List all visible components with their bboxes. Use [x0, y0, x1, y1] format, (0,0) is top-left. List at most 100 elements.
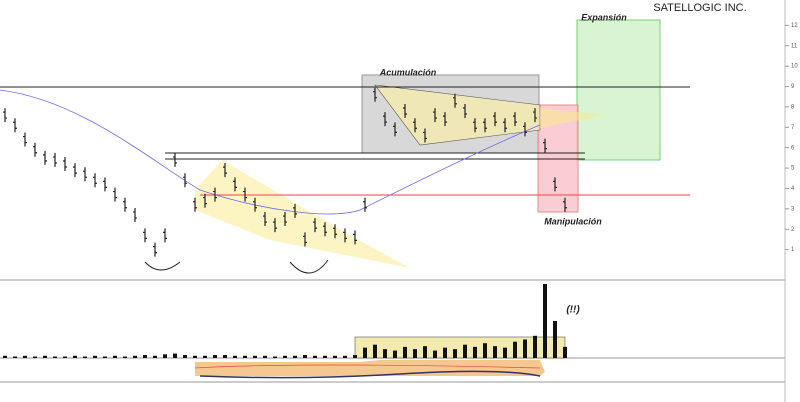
price-bar [93, 173, 97, 188]
price-bar [253, 197, 257, 212]
volume-bar [13, 356, 17, 358]
volume-bar [273, 356, 277, 358]
price-bar [133, 207, 137, 222]
price-bar [203, 193, 207, 208]
moving-average [0, 89, 541, 215]
price-bar [343, 228, 347, 243]
volume-bar [353, 355, 357, 358]
volume-bar [43, 355, 47, 358]
price-bar [333, 224, 337, 239]
price-bar [33, 142, 37, 157]
volume-bar [243, 355, 247, 358]
volume-bar [293, 355, 297, 358]
price-bar [163, 228, 167, 243]
indicator-line [194, 364, 541, 369]
volume-bar [403, 346, 407, 358]
volume-bar [233, 355, 237, 358]
annotation: (!!) [566, 305, 580, 316]
volume-bar [173, 353, 177, 358]
price-bar [303, 232, 307, 247]
expansion-zone [576, 19, 661, 161]
price-bar [213, 187, 217, 202]
price-bar [563, 197, 567, 212]
volume-bar [533, 335, 537, 358]
annotation: Expansión [581, 12, 627, 22]
price-bar [143, 228, 147, 243]
volume-bar [143, 355, 147, 358]
volume-bar [193, 355, 197, 358]
price-bar [493, 112, 497, 127]
price-bar [53, 152, 57, 167]
price-bar [63, 157, 67, 171]
volume-bar [543, 284, 547, 358]
price-bar [453, 93, 457, 108]
volume-bar [513, 341, 517, 358]
volume-bar [223, 355, 227, 358]
volume-bar [63, 356, 67, 358]
volume-bar [363, 347, 367, 358]
price-bar [503, 118, 507, 133]
volume-bar [203, 355, 207, 358]
price-bar [283, 212, 287, 227]
y-tick-label: 1 [791, 247, 795, 253]
price-bar [243, 187, 247, 202]
triangle-pattern [374, 84, 541, 146]
volume-bar [53, 356, 57, 358]
price-bar [553, 177, 557, 192]
volume-bar [433, 350, 437, 358]
volume-bar [463, 344, 467, 358]
volume-bar [303, 355, 307, 358]
volume-bar [283, 355, 287, 358]
price-bar [513, 112, 517, 127]
price-bar [353, 230, 357, 245]
price-bar [323, 222, 327, 237]
y-tick-label: 11 [791, 43, 798, 49]
price-bar [373, 87, 377, 102]
volume-bar [383, 349, 387, 358]
price-bar [313, 218, 317, 233]
price-bar [473, 118, 477, 133]
volume-bar [73, 355, 77, 358]
volume-bar [93, 355, 97, 358]
indicator-area [195, 360, 545, 376]
volume-bar [413, 349, 417, 358]
price-bar [393, 122, 397, 137]
volume-bar [133, 355, 137, 358]
price-bar [463, 104, 467, 118]
volume-bar [473, 346, 477, 358]
price-bar [103, 177, 107, 192]
volume-bar [443, 347, 447, 358]
volume-bar [563, 346, 567, 358]
price-bar [543, 138, 547, 153]
price-bar [153, 242, 157, 257]
volume-bar [553, 321, 557, 358]
price-bar [13, 118, 17, 133]
volume-bar [213, 355, 217, 358]
price-bar [123, 197, 127, 212]
price-bar [423, 128, 427, 143]
volume-bar [113, 355, 117, 358]
y-tick-label: 5 [791, 166, 795, 172]
price-bar [233, 177, 237, 192]
wedge-pattern [195, 160, 410, 268]
volume-bar [493, 346, 497, 358]
price-bar [173, 152, 177, 167]
y-tick-label: 7 [791, 125, 795, 131]
price-bar [43, 150, 47, 165]
volume-bar [83, 356, 87, 358]
volume-bar [163, 354, 167, 358]
price-bar [363, 197, 367, 212]
volume-bar [373, 344, 377, 358]
price-bar [293, 203, 297, 218]
volume-bar [523, 339, 527, 358]
y-tick-label: 3 [791, 206, 795, 212]
triangle-projection [540, 108, 605, 128]
volume-bar [313, 355, 317, 358]
y-tick-label: 8 [791, 105, 795, 111]
volume-bar [253, 355, 257, 358]
volume-bar [453, 349, 457, 358]
price-bar [83, 167, 87, 182]
y-tick-label: 4 [791, 186, 795, 192]
